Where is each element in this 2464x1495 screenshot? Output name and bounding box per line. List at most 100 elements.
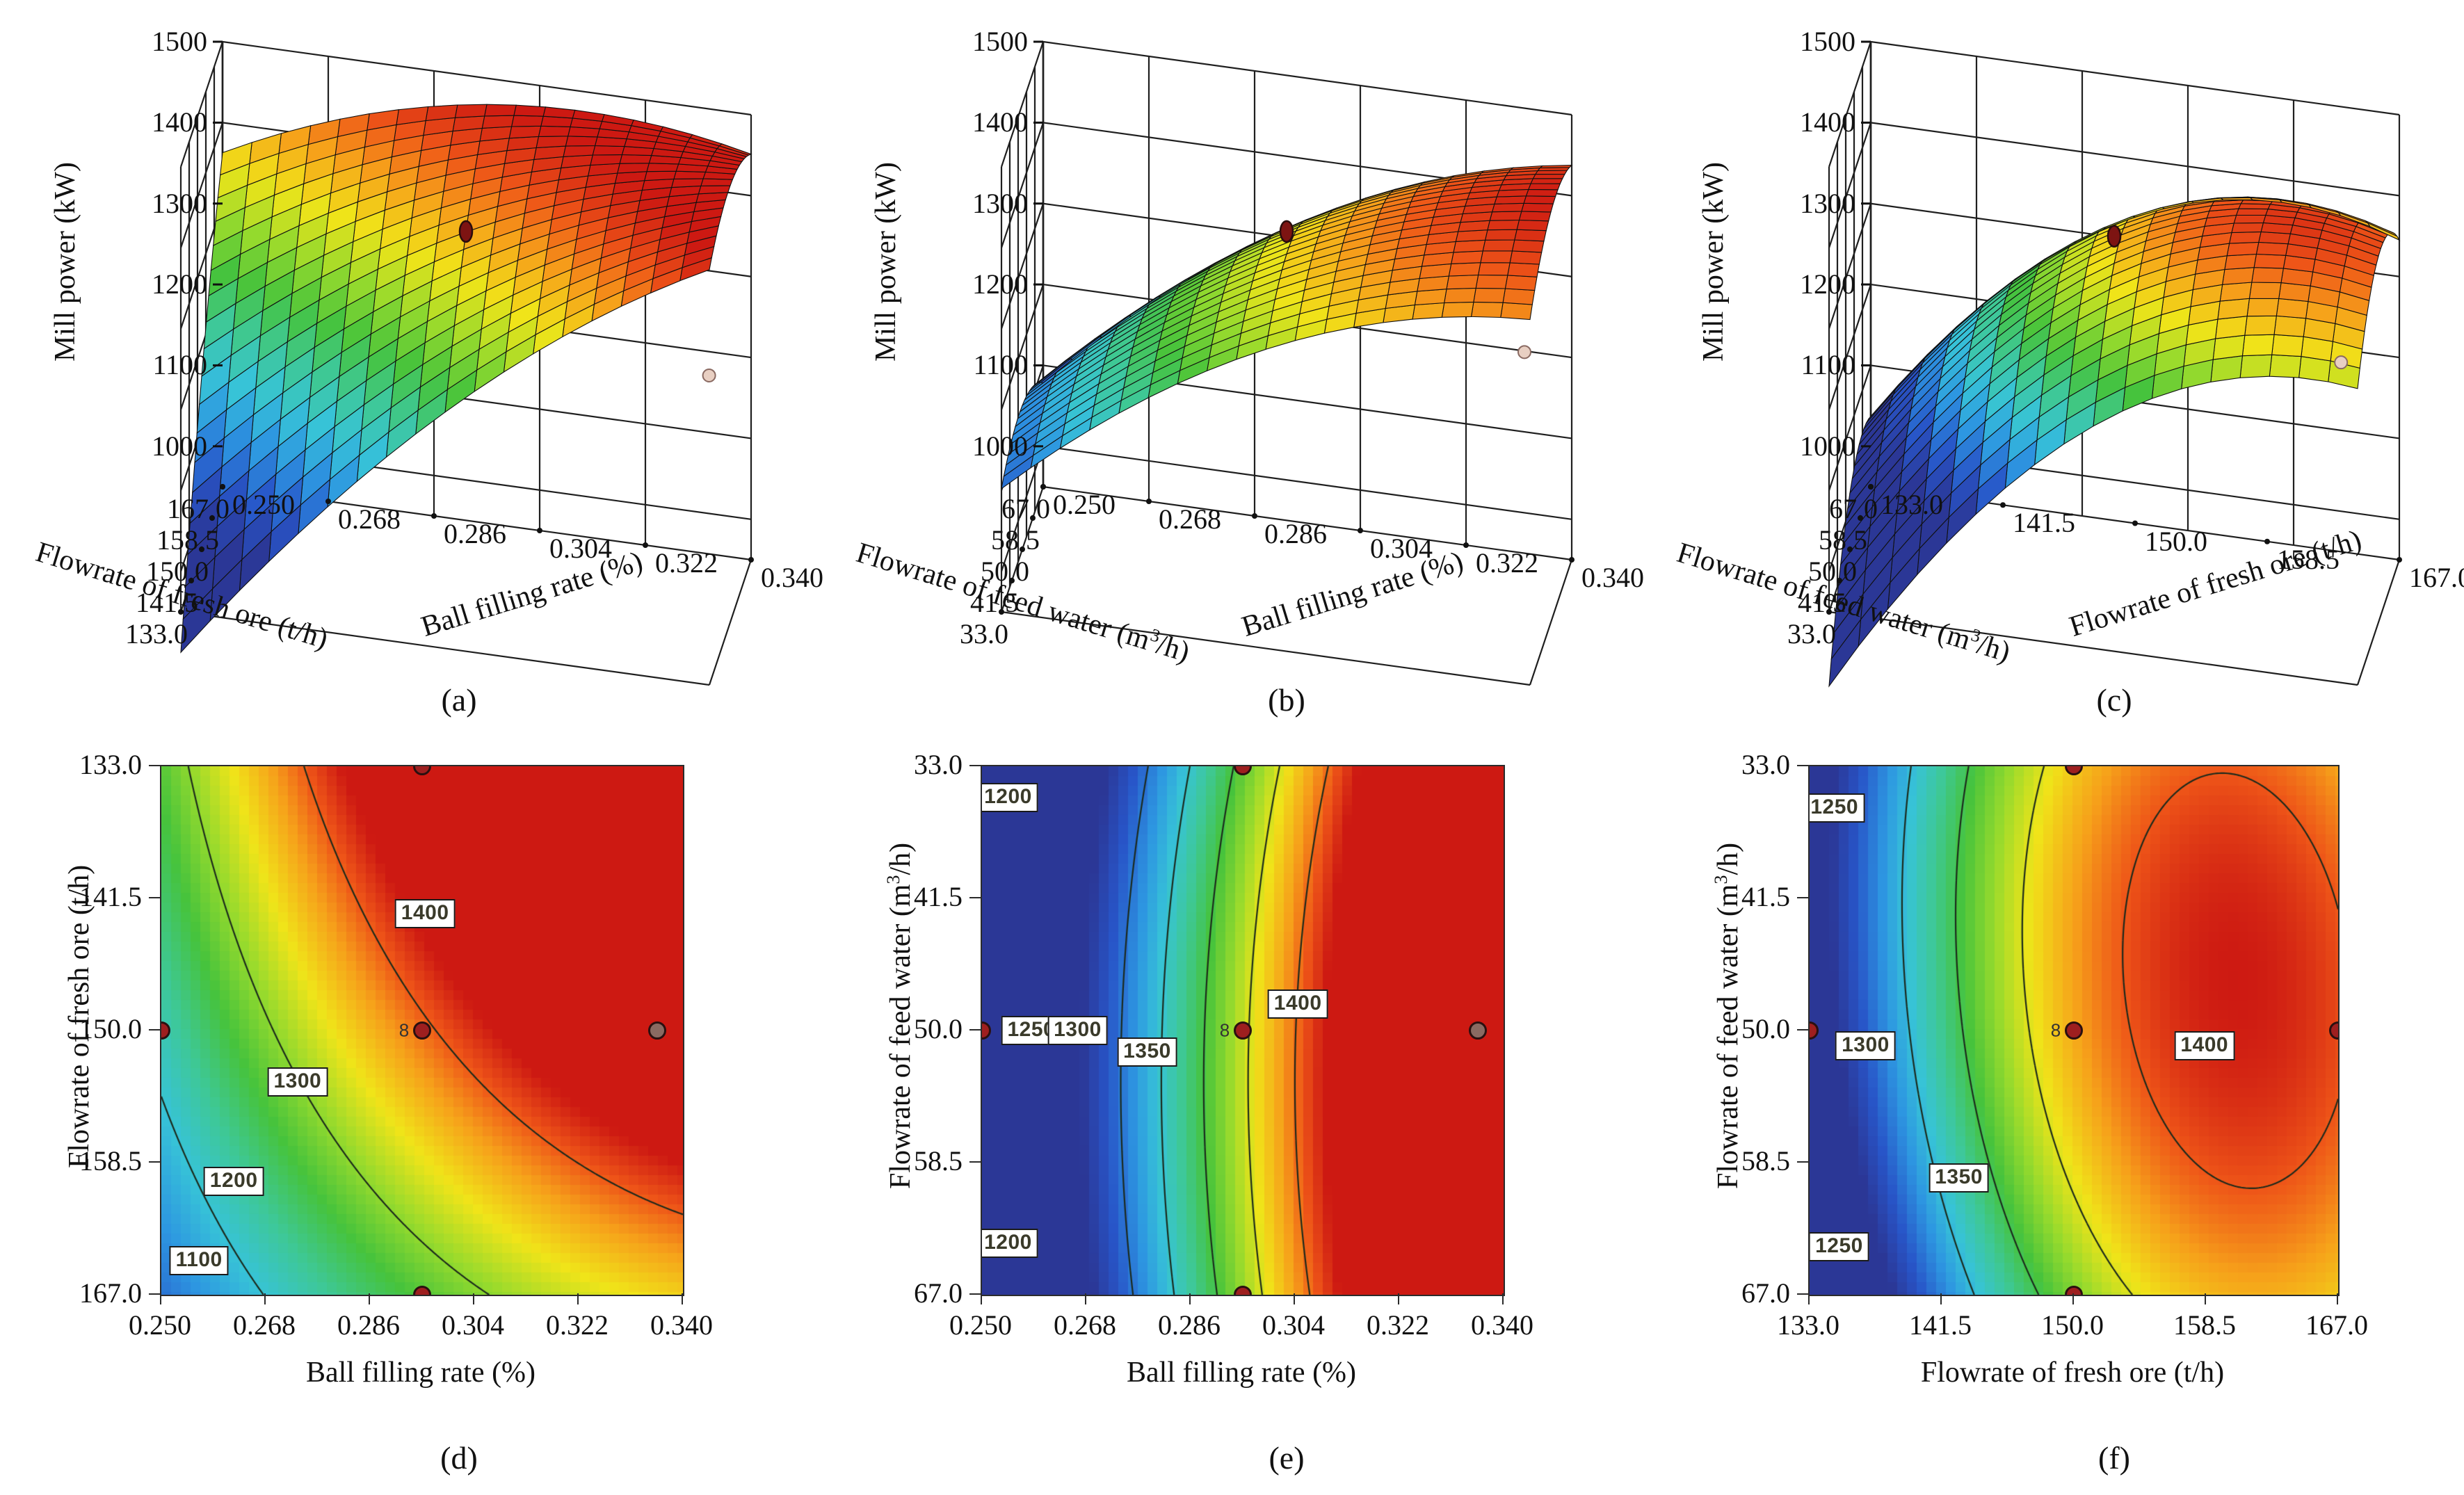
panel-b-surface-plot <box>821 0 1627 695</box>
z-tick-label: 1100 <box>973 349 1028 381</box>
y-tick-label: 0.268 <box>1159 503 1221 535</box>
y-tick-mark <box>1797 1161 1808 1163</box>
y-tick-label: 58.5 <box>914 1145 963 1177</box>
design-point-marker <box>647 1021 666 1040</box>
contour-label: 1200 <box>982 782 1038 812</box>
contour-area-d: 1100 1200 1300 1400 8 <box>160 765 684 1296</box>
z-tick-label: 1100 <box>1801 349 1855 381</box>
x-tick-mark <box>981 1293 982 1304</box>
caption-d: (d) <box>440 1440 478 1476</box>
y-tick-mark <box>149 1293 160 1295</box>
contour-label: 1200 <box>203 1166 264 1196</box>
x-tick-mark <box>1398 1293 1399 1304</box>
y-tick-label: 0.340 <box>761 562 823 593</box>
x-tick-label: 150.0 <box>2041 1309 2104 1341</box>
x-axis-title: Ball filling rate (%) <box>305 1357 536 1389</box>
x-axis-title: Ball filling rate (%) <box>1126 1357 1357 1389</box>
x-tick-mark <box>577 1293 579 1304</box>
x-axis-title: Flowrate of fresh ore (t/h) <box>1920 1357 2225 1389</box>
x-tick-label: 0.304 <box>1262 1309 1325 1341</box>
y-tick-mark <box>969 1293 981 1295</box>
z-tick-label: 1000 <box>972 430 1028 462</box>
z-tick-label: 1500 <box>1800 26 1855 57</box>
z-tick-label: 1300 <box>152 187 207 219</box>
x-tick-label: 41.5 <box>970 587 1019 618</box>
x-tick-label: 0.268 <box>233 1309 296 1341</box>
x-tick-label: 0.268 <box>1054 1309 1116 1341</box>
z-tick-label: 1400 <box>152 106 207 138</box>
y-tick-mark <box>149 765 160 766</box>
x-tick-mark <box>473 1293 474 1304</box>
design-point-marker <box>1279 220 1294 243</box>
y-tick-mark <box>1797 1029 1808 1031</box>
design-point-marker <box>702 368 716 382</box>
contour-label: 1400 <box>1267 989 1328 1019</box>
contour-label: 1250 <box>1810 793 1865 823</box>
x-tick-label: 0.340 <box>650 1309 713 1341</box>
x-tick-label: 141.5 <box>136 587 198 618</box>
contour-label: 1350 <box>1117 1037 1177 1067</box>
y-tick-label: 0.268 <box>338 503 401 535</box>
panel-d-contour-plot: 1100 1200 1300 1400 8 <box>0 758 807 1495</box>
x-tick-label: 58.5 <box>991 524 1040 556</box>
z-tick-label: 1100 <box>152 349 207 381</box>
y-tick-label: 167.0 <box>2409 562 2464 593</box>
y-tick-label: 0.250 <box>1053 489 1116 520</box>
x-tick-label: 67.0 <box>1001 493 1050 524</box>
y-tick-label: 133.0 <box>79 749 142 780</box>
design-point-marker <box>2107 225 2122 248</box>
x-tick-label: 58.5 <box>1819 524 1867 556</box>
y-tick-label: 150.0 <box>79 1013 142 1044</box>
x-tick-label: 33.0 <box>1787 618 1836 649</box>
y-tick-label: 0.250 <box>232 489 295 520</box>
y-tick-mark <box>1797 897 1808 898</box>
surface-canvas-b <box>999 40 1575 686</box>
y-axis-title: Flowrate of feed water (m3/h) <box>883 842 917 1189</box>
x-tick-label: 158.5 <box>2173 1309 2236 1341</box>
x-tick-label: 0.340 <box>1471 1309 1533 1341</box>
surface-canvas-c <box>1826 40 2402 688</box>
z-axis-title: Mill power (kW) <box>49 162 81 362</box>
y-tick-mark <box>969 765 981 766</box>
x-tick-label: 158.5 <box>156 524 219 556</box>
contour-label: 1300 <box>1835 1031 1896 1061</box>
x-tick-mark <box>2337 1293 2338 1304</box>
x-tick-mark <box>1085 1293 1086 1304</box>
x-tick-mark <box>160 1293 161 1304</box>
x-tick-label: 41.5 <box>1798 587 1846 618</box>
y-tick-label: 167.0 <box>79 1277 142 1309</box>
design-point-marker <box>413 1021 431 1040</box>
design-point-marker <box>2329 1021 2338 1040</box>
contour-label: 1200 <box>982 1229 1038 1259</box>
x-tick-label: 141.5 <box>1909 1309 1972 1341</box>
x-tick-mark <box>2205 1293 2206 1304</box>
design-point-marker <box>1234 1286 1252 1295</box>
z-tick-label: 1000 <box>152 430 207 462</box>
z-axis-title: Mill power (kW) <box>1698 162 1730 362</box>
y-tick-label: 0.286 <box>1264 518 1327 549</box>
surface-mesh-a <box>180 104 752 654</box>
x-tick-label: 0.286 <box>337 1309 400 1341</box>
design-point-marker <box>2334 355 2349 370</box>
x-tick-label: 0.250 <box>129 1309 191 1341</box>
z-tick-label: 1200 <box>1800 268 1855 300</box>
y-tick-label: 41.5 <box>914 881 963 912</box>
y-tick-mark <box>149 897 160 898</box>
surface-canvas-a <box>178 40 754 686</box>
z-tick-label: 1300 <box>972 187 1028 219</box>
x-tick-label: 0.304 <box>442 1309 504 1341</box>
caption-a: (a) <box>441 682 477 718</box>
y-tick-label: 0.340 <box>1581 562 1644 593</box>
design-point-marker <box>1234 1021 1252 1040</box>
x-tick-label: 0.286 <box>1158 1309 1221 1341</box>
design-point-marker <box>1468 1021 1487 1040</box>
y-tick-label: 50.0 <box>1741 1013 1790 1044</box>
contour-area-e: 1200 1250 1300 1350 1400 1200 8 <box>981 765 1505 1296</box>
z-tick-label: 1000 <box>1800 430 1855 462</box>
design-point-marker <box>2065 1286 2083 1295</box>
caption-e: (e) <box>1269 1440 1305 1476</box>
z-tick-label: 1300 <box>1800 187 1855 219</box>
x-tick-label: 133.0 <box>125 618 188 649</box>
x-tick-mark <box>1189 1293 1191 1304</box>
contour-label: 1300 <box>1047 1016 1108 1045</box>
